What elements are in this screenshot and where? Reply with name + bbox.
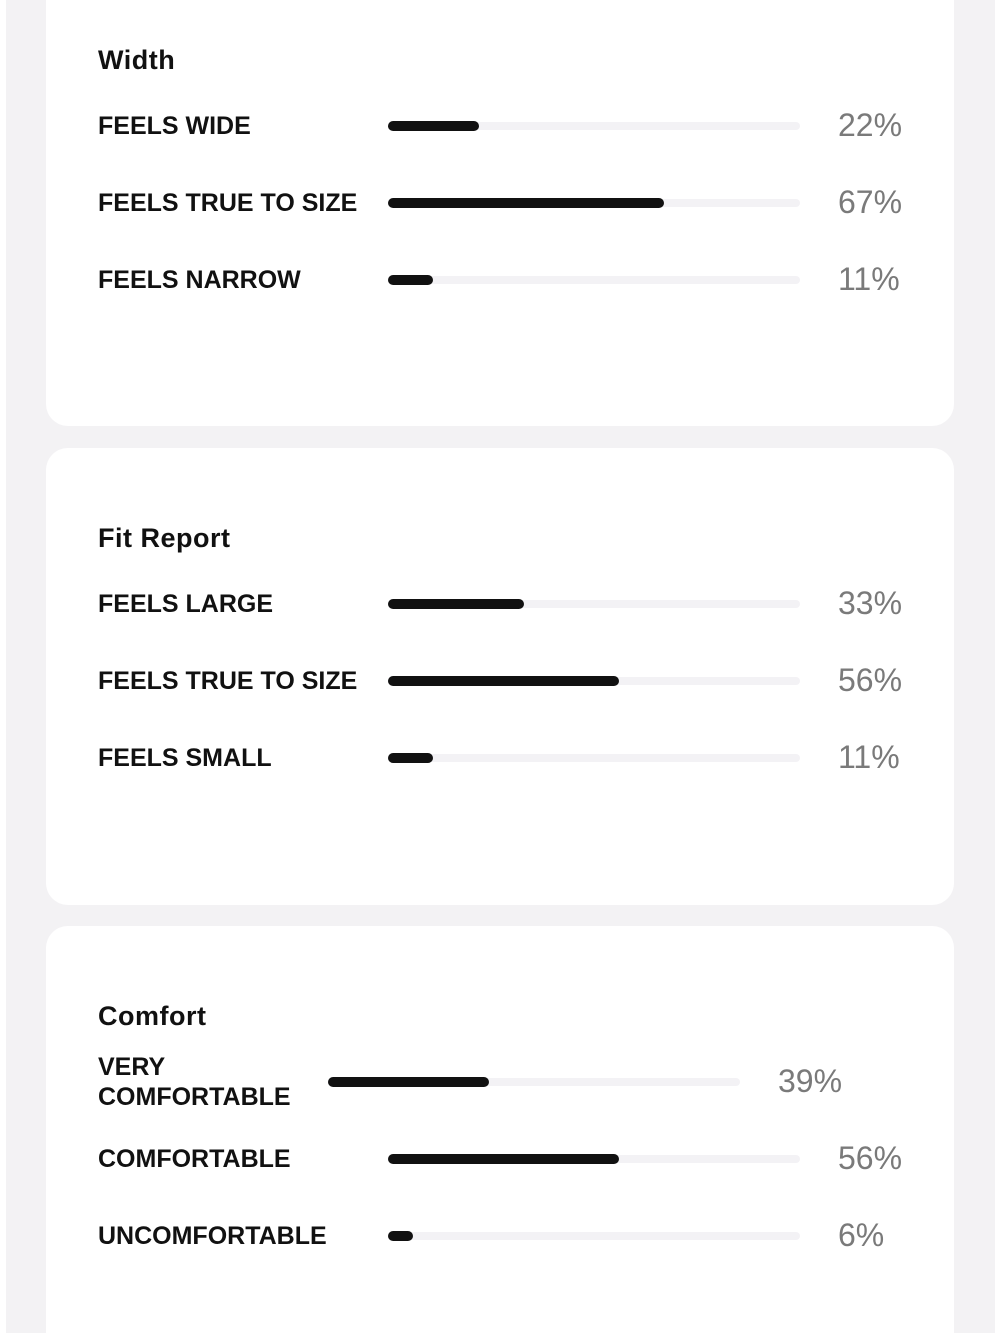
bar — [388, 752, 434, 763]
percent-label: 56% — [838, 662, 903, 698]
rating-card: Fit Report FEELS LARGE 33% FEELS TRUE TO SI… — [46, 448, 954, 905]
rating-row: FEELS WIDE 22% — [98, 87, 954, 164]
bar — [388, 1230, 413, 1241]
bar-track — [388, 274, 800, 285]
percent-label: 22% — [838, 107, 903, 143]
rating-row: VERY COMFORTABLE 39% — [98, 1043, 954, 1120]
percent-label: 11% — [838, 739, 900, 775]
percent-label: 11% — [838, 261, 900, 297]
rating-label: VERY COMFORTABLE — [98, 1052, 291, 1111]
rating-row: COMFORTABLE 56% — [98, 1120, 954, 1197]
fit-report-screen: Width FEELS WIDE 22% FEELS TRUE TO SIZE 67% F… — [6, 0, 995, 1333]
bar-track — [388, 1230, 800, 1241]
rating-label: FEELS WIDE — [98, 111, 251, 140]
rating-label: FEELS NARROW — [98, 265, 301, 294]
percent-label: 39% — [778, 1063, 843, 1099]
bar-track — [388, 197, 800, 208]
rating-row: FEELS SMALL 11% — [98, 719, 954, 796]
rating-card: Width FEELS WIDE 22% FEELS TRUE TO SIZE 67% F… — [46, 0, 954, 426]
rating-row: FEELS LARGE 33% — [98, 565, 954, 642]
percent-label: 56% — [838, 1140, 903, 1176]
bar-track — [388, 675, 800, 686]
rating-row: UNCOMFORTABLE 6% — [98, 1197, 954, 1274]
rating-label: FEELS LARGE — [98, 589, 274, 618]
bar-track — [388, 1153, 800, 1164]
bar-track — [388, 598, 800, 609]
card-title: Width — [98, 45, 176, 75]
bar-track — [388, 120, 800, 131]
rating-label: FEELS TRUE TO SIZE — [98, 188, 358, 217]
rating-label: COMFORTABLE — [98, 1144, 291, 1173]
bar — [388, 274, 434, 285]
bar — [388, 675, 619, 686]
percent-label: 67% — [838, 184, 903, 220]
rating-label: FEELS SMALL — [98, 743, 272, 772]
bar-track — [388, 752, 800, 763]
card-title: Comfort — [98, 1001, 207, 1031]
rating-row: FEELS TRUE TO SIZE 67% — [98, 164, 954, 241]
bar — [388, 197, 665, 208]
bar — [328, 1076, 489, 1087]
rating-card: Comfort VERY COMFORTABLE 39% COMFORTABLE 56%… — [46, 926, 954, 1333]
percent-label: 33% — [838, 585, 903, 621]
bar — [388, 1153, 619, 1164]
rating-label: UNCOMFORTABLE — [98, 1221, 327, 1250]
bar — [388, 598, 524, 609]
bar — [388, 120, 479, 131]
rating-label: FEELS TRUE TO SIZE — [98, 666, 358, 695]
card-title: Fit Report — [98, 523, 231, 553]
bar-track — [328, 1076, 740, 1087]
rating-row: FEELS NARROW 11% — [98, 241, 954, 318]
rating-row: FEELS TRUE TO SIZE 56% — [98, 642, 954, 719]
percent-label: 6% — [838, 1217, 885, 1253]
